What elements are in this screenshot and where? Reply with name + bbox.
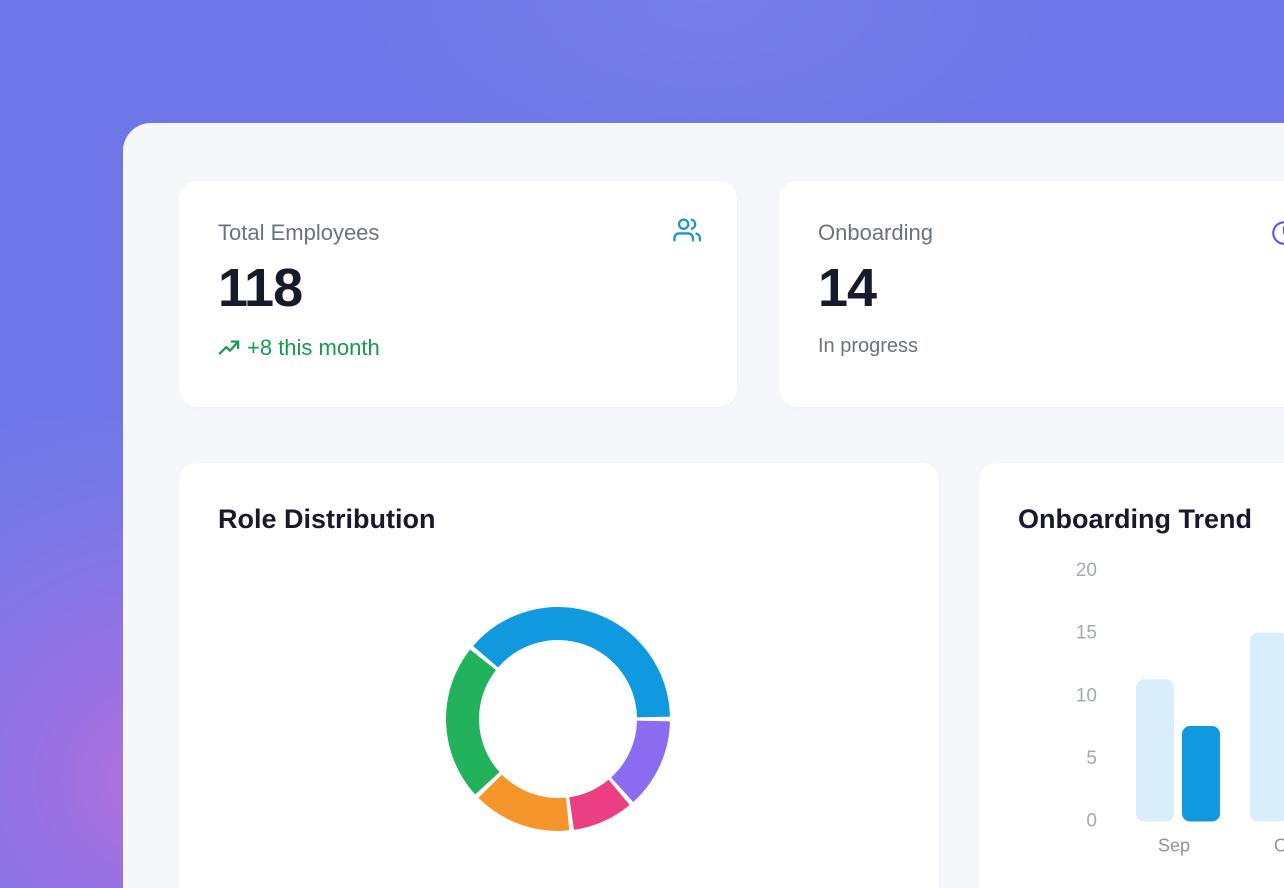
- svg-text:5: 5: [1086, 748, 1097, 769]
- svg-text:Sep: Sep: [1158, 836, 1190, 856]
- svg-text:Oct: Oct: [1274, 836, 1284, 856]
- svg-text:0: 0: [1086, 811, 1097, 832]
- svg-text:15: 15: [1076, 623, 1097, 644]
- svg-text:10: 10: [1076, 685, 1097, 706]
- svg-text:20: 20: [1076, 560, 1097, 581]
